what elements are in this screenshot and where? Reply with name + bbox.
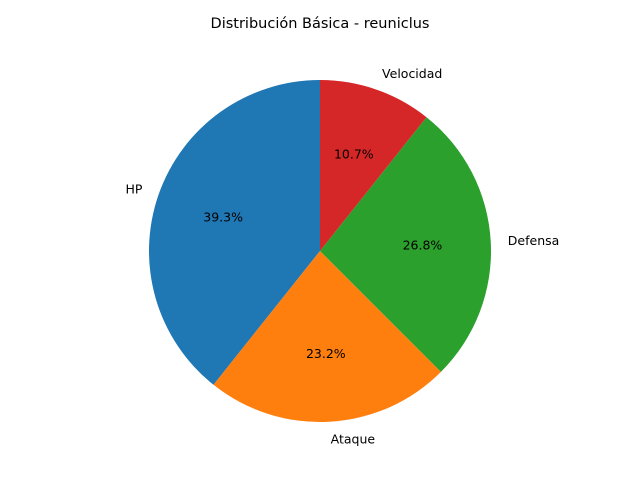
pie-slices [148, 80, 492, 423]
pie-labels: HP 39.3% Ataque 23.2% Defensa 26.8% Velocidad 1… [125, 66, 559, 446]
slice-percent-defensa: 26.8% [403, 238, 443, 253]
pie-slice-ataque [213, 251, 441, 423]
slice-label-velocidad: Velocidad [382, 66, 442, 81]
pie-slice-defensa [320, 117, 492, 372]
slice-label-hp: HP [125, 181, 142, 196]
pie-slice-velocidad [320, 80, 427, 251]
pie-slice-hp [148, 80, 320, 385]
slice-percent-hp: 39.3% [203, 210, 243, 225]
slice-percent-ataque: 23.2% [306, 346, 346, 361]
slice-label-defensa: Defensa [508, 233, 560, 248]
slice-label-ataque: Ataque [331, 431, 376, 446]
chart-title: Distribución Básica - reuniclus [211, 16, 430, 32]
slice-percent-velocidad: 10.7% [334, 147, 374, 162]
